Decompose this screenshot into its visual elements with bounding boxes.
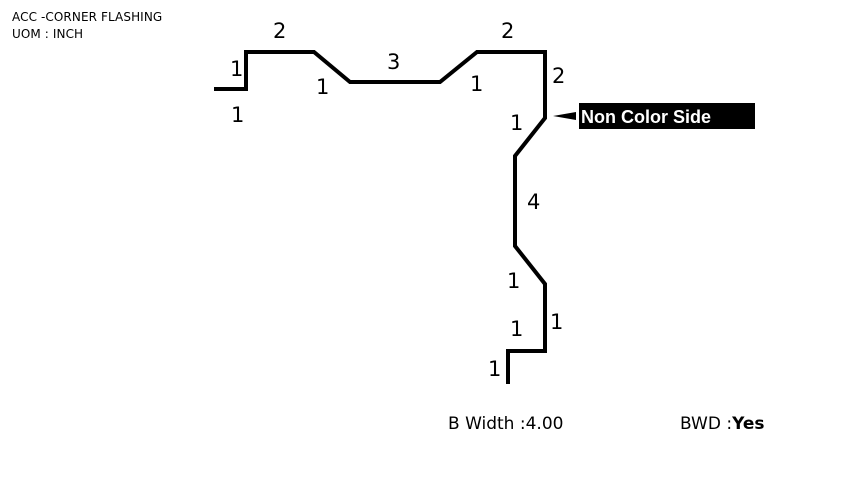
non-color-side-tag	[579, 103, 755, 129]
dimension-label: 1	[510, 111, 523, 135]
b-width-label: B Width :	[448, 414, 526, 434]
flashing-profile-line	[214, 50, 547, 384]
dimension-label: 1	[507, 269, 520, 293]
dimension-label: 1	[231, 103, 244, 127]
dimension-label: 1	[488, 357, 501, 381]
dimension-label: 1	[510, 317, 523, 341]
non-color-side-label: Non Color Side	[581, 107, 711, 127]
drawing-header: ACC -CORNER FLASHING UOM : INCH	[12, 9, 162, 43]
dimension-label: 2	[501, 19, 514, 43]
side-pointer-arrow-icon	[553, 112, 576, 120]
dimension-label: 1	[230, 57, 243, 81]
b-width-readout: B Width :4.00	[448, 414, 563, 434]
dimension-label: 4	[527, 190, 540, 214]
dimension-label: 3	[387, 50, 400, 74]
bwd-value: Yes	[732, 414, 765, 434]
unit-of-measure: UOM : INCH	[12, 27, 84, 41]
drawing-title: ACC -CORNER FLASHING	[12, 10, 163, 24]
bwd-readout: BWD :Yes	[680, 414, 765, 434]
dimension-label: 1	[550, 310, 563, 334]
dimension-label: 1	[470, 72, 483, 96]
b-width-value: 4.00	[525, 414, 564, 434]
dimension-label: 2	[552, 64, 565, 88]
dimension-label: 2	[273, 19, 286, 43]
dimension-label: 1	[316, 75, 329, 99]
bwd-label: BWD :	[680, 414, 733, 434]
